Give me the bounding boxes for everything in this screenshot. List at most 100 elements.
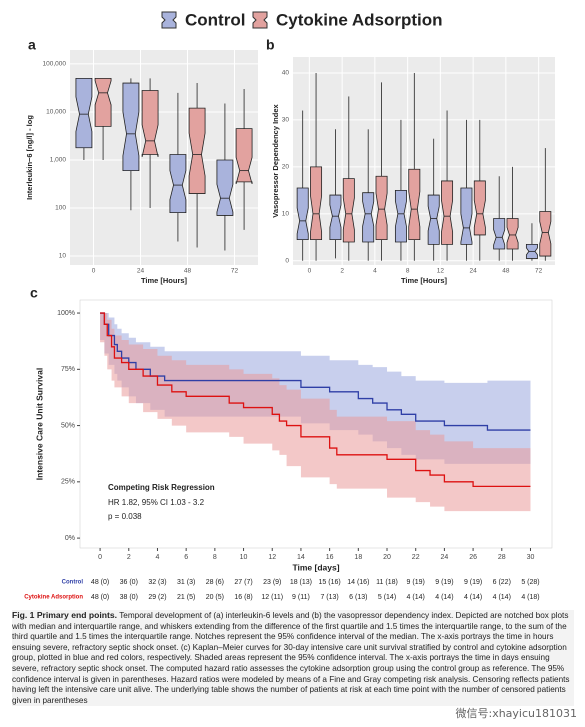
at-risk-cell: 48 (0) (91, 594, 109, 601)
x-tick-label: 22 (412, 554, 420, 561)
x-tick-label: 20 (383, 554, 391, 561)
y-tick-label: 100,000 (43, 61, 67, 68)
at-risk-cell: 9 (19) (464, 579, 482, 586)
box (296, 187, 309, 241)
x-tick-label: 8 (213, 554, 217, 561)
box (94, 77, 112, 127)
at-risk-cell: 9 (11) (292, 594, 310, 601)
legend-swatch (161, 11, 177, 29)
at-risk-cell: 27 (7) (234, 579, 252, 586)
y-tick-label: 100% (57, 310, 75, 317)
y-tick-label: 30 (282, 117, 290, 124)
box (310, 166, 323, 241)
at-risk-cell: 32 (3) (148, 579, 166, 586)
box (473, 180, 486, 236)
legend-label: Cytokine Adsorption (276, 10, 443, 29)
at-risk-label: Cytokine Adsorption (24, 595, 83, 601)
x-axis-label: Time [Hours] (141, 276, 188, 285)
ci-band (100, 313, 531, 512)
at-risk-cell: 31 (3) (177, 579, 195, 586)
x-axis-label: Time [days] (292, 562, 339, 572)
caption-body: Temporal development of (a) interleukin-… (12, 611, 570, 705)
x-tick-label: 48 (184, 268, 192, 275)
chart: Control Cytokine Adsorptiona101001,00010,… (24, 10, 555, 601)
box (342, 178, 355, 243)
y-axis-label: Vasopressor Dependency Index (271, 103, 280, 217)
at-risk-cell: 16 (8) (234, 594, 252, 601)
x-tick-label: 0 (308, 268, 312, 275)
box (460, 187, 473, 245)
at-risk-cell: 4 (14) (464, 594, 482, 601)
x-tick-label: 24 (470, 268, 478, 275)
y-tick-label: 75% (61, 366, 75, 373)
caption-lead: Fig. 1 Primary end points. (12, 610, 118, 620)
y-tick-label: 0 (285, 257, 289, 264)
at-risk-cell: 5 (28) (521, 579, 539, 586)
at-risk-cell: 4 (14) (435, 594, 453, 601)
x-tick-label: 10 (240, 554, 248, 561)
at-risk-cell: 28 (6) (206, 579, 224, 586)
y-tick-label: 0% (65, 535, 75, 542)
at-risk-cell: 9 (19) (407, 579, 425, 586)
panel-label: a (28, 37, 36, 53)
x-tick-label: 4 (156, 554, 160, 561)
caption: Fig. 1 Primary end points. Temporal deve… (12, 610, 574, 707)
x-tick-label: 48 (502, 268, 510, 275)
at-risk-cell: 36 (0) (120, 579, 138, 586)
at-risk-label: Control (62, 580, 84, 586)
at-risk-cell: 12 (11) (261, 594, 283, 601)
annotation-box (100, 476, 300, 528)
box (362, 192, 375, 243)
box (408, 168, 421, 241)
x-tick-label: 2 (127, 554, 131, 561)
annotation-title: Competing Risk Regression (108, 483, 215, 492)
at-risk-cell: 38 (0) (120, 594, 138, 601)
y-tick-label: 10,000 (46, 109, 66, 116)
annotation-line: p = 0.038 (108, 512, 142, 521)
ci-band (100, 313, 531, 464)
at-risk-cell: 18 (13) (290, 579, 312, 586)
x-tick-label: 14 (297, 554, 305, 561)
at-risk-cell: 4 (14) (407, 594, 425, 601)
box (427, 194, 440, 245)
x-tick-label: 24 (137, 268, 145, 275)
y-tick-label: 50% (61, 422, 75, 429)
panel-label: c (30, 285, 38, 301)
at-risk-cell: 9 (19) (435, 579, 453, 586)
box (169, 154, 187, 214)
y-tick-label: 1,000 (50, 157, 67, 164)
legend-swatch (252, 11, 268, 29)
y-tick-label: 10 (59, 253, 67, 260)
x-tick-label: 4 (373, 268, 377, 275)
x-tick-label: 72 (231, 268, 239, 275)
at-risk-cell: 7 (13) (320, 594, 338, 601)
x-tick-label: 12 (437, 268, 445, 275)
x-tick-label: 2 (340, 268, 344, 275)
x-tick-label: 16 (326, 554, 334, 561)
x-tick-label: 72 (535, 268, 543, 275)
box (141, 90, 159, 157)
panel-label: b (266, 37, 275, 53)
at-risk-cell: 4 (18) (521, 594, 539, 601)
at-risk-cell: 23 (9) (263, 579, 281, 586)
at-risk-cell: 6 (22) (493, 579, 511, 586)
survival-line (100, 312, 531, 487)
x-tick-label: 24 (441, 554, 449, 561)
at-risk-cell: 14 (16) (347, 579, 369, 586)
box (441, 180, 454, 245)
watermark: 微信号:xhayicu181031 (455, 707, 577, 720)
at-risk-cell: 5 (14) (378, 594, 396, 601)
box (122, 82, 140, 172)
x-tick-label: 30 (527, 554, 535, 561)
y-tick-label: 100 (55, 205, 66, 212)
box (539, 211, 552, 257)
x-tick-label: 18 (354, 554, 362, 561)
at-risk-cell: 20 (5) (206, 594, 224, 601)
box (216, 159, 234, 216)
y-axis-label: Interleukin−6 [ng/l] - log (25, 115, 34, 200)
box (329, 194, 342, 241)
box (188, 107, 206, 194)
at-risk-cell: 21 (5) (177, 594, 195, 601)
box (394, 189, 407, 243)
